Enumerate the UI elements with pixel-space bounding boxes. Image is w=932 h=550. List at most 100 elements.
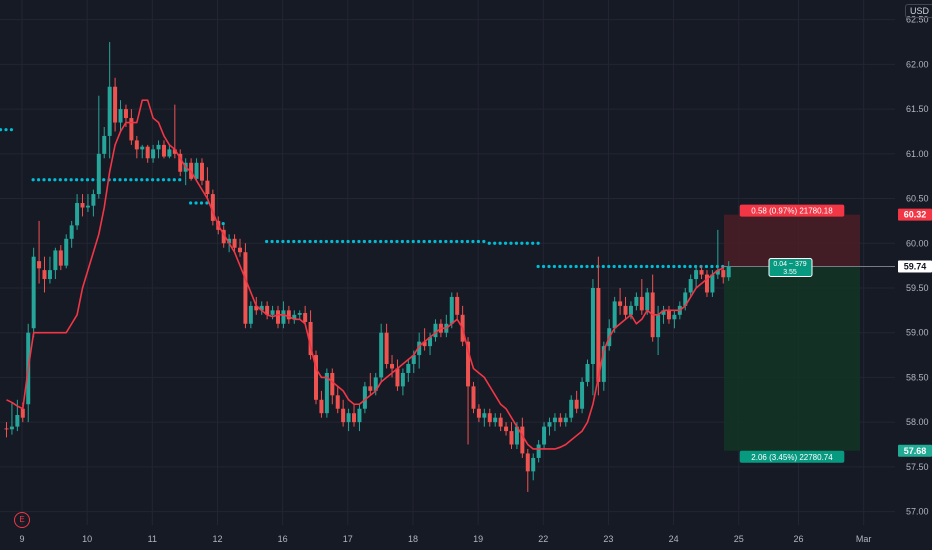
candle-body [704, 274, 709, 293]
trail-dot [661, 264, 665, 269]
candle-body [504, 426, 509, 432]
candle-body [324, 372, 329, 414]
candle-body [514, 426, 519, 445]
trail-dot [189, 201, 193, 205]
candle-body [618, 301, 623, 306]
candle-body [542, 426, 547, 445]
candle-body [628, 305, 633, 315]
trail-dot [178, 178, 182, 182]
candle-body [672, 314, 677, 320]
trail-dot [656, 264, 660, 269]
y-tick-label: 57.50 [906, 462, 929, 472]
candle-body [352, 413, 357, 423]
candle-body [710, 274, 715, 293]
trail-dot [536, 264, 540, 269]
trail-dot [395, 239, 399, 244]
candle-body [96, 153, 101, 195]
candle-body [493, 417, 498, 423]
candle-body [547, 422, 552, 427]
trail-dot [151, 178, 155, 182]
y-tick-label: 62.00 [906, 59, 929, 69]
price-axis[interactable]: 62.50 62.00 61.50 61.00 60.50 60.00 59.50 59.00… [898, 15, 932, 517]
stop-label-box [739, 204, 845, 217]
candle-body [390, 364, 395, 369]
trail-dot [384, 239, 388, 244]
price-tag: 57.68 [904, 446, 927, 456]
candle-body [525, 453, 530, 472]
trail-dot [134, 178, 138, 182]
candle-body [210, 194, 215, 221]
trail-dot [389, 239, 394, 244]
earnings-event-icon[interactable]: E [14, 512, 30, 528]
candle-body [487, 413, 492, 423]
trail-dot [313, 239, 318, 244]
trail-dot [145, 178, 149, 182]
candle-body [520, 426, 525, 454]
trail-dot [406, 239, 410, 244]
trail-dot [710, 264, 714, 269]
trail-dot [91, 178, 95, 182]
trail-dot [579, 264, 584, 269]
y-tick-label: 61.00 [906, 149, 929, 159]
candle-body [91, 194, 96, 206]
candle-body [688, 279, 693, 293]
candle-body [221, 229, 226, 244]
candle-body [107, 86, 112, 136]
trail-dot [422, 239, 426, 244]
candle-body [623, 305, 628, 315]
candle-body [683, 292, 688, 306]
trail-dot [531, 241, 535, 245]
trail-dot [493, 241, 497, 245]
trail-dot [335, 239, 339, 244]
y-tick-label: 59.50 [906, 283, 929, 293]
currency-label[interactable]: USD [905, 4, 932, 18]
trail-dot [433, 239, 437, 244]
candle-body [330, 372, 335, 396]
trail-dot [683, 264, 687, 269]
trail-dot [704, 264, 709, 269]
trail-dot [140, 178, 144, 182]
candle-body [346, 413, 351, 423]
trail-dot [379, 239, 383, 244]
candle-body [552, 417, 557, 423]
trail-dot [324, 239, 328, 244]
candle-body [612, 301, 617, 329]
trail-dot [520, 241, 524, 245]
price-tag-box [898, 260, 932, 273]
trail-dot [628, 264, 633, 269]
time-axis[interactable]: 9 10 11 12 16 17 18 19 22 23 24 25 26 Mar [19, 534, 871, 544]
candle-body [596, 287, 601, 382]
candle-body [248, 305, 253, 324]
center-label-2: 3.55 [783, 269, 797, 276]
price-tag-box [898, 208, 932, 221]
trail-dot [368, 239, 372, 244]
trail-dot [330, 239, 334, 244]
candle-body [167, 149, 172, 157]
trail-dot [465, 239, 470, 244]
candle-body [308, 321, 313, 356]
candle-body [406, 364, 411, 373]
candle-body [357, 408, 362, 423]
trail-dot [547, 264, 551, 269]
trail-dot [558, 264, 562, 269]
trail-dot [0, 128, 3, 132]
trail-dot [362, 239, 366, 244]
trail-dot [113, 178, 117, 182]
trail-dot [634, 264, 638, 269]
candle-body [178, 153, 183, 172]
candle-body [151, 149, 156, 159]
candle-body [395, 368, 400, 387]
y-tick-label: 58.50 [906, 372, 929, 382]
trailing-dots-series [0, 128, 725, 269]
x-tick-label: 25 [734, 534, 744, 544]
candle-body [585, 364, 590, 382]
trail-dot [102, 178, 106, 182]
candle-body [232, 238, 237, 248]
candle-body [58, 250, 63, 266]
candle-body [123, 109, 128, 119]
trail-dot [400, 239, 404, 244]
candle-body [639, 296, 644, 311]
trail-dot [265, 239, 269, 244]
candle-body [661, 310, 666, 315]
